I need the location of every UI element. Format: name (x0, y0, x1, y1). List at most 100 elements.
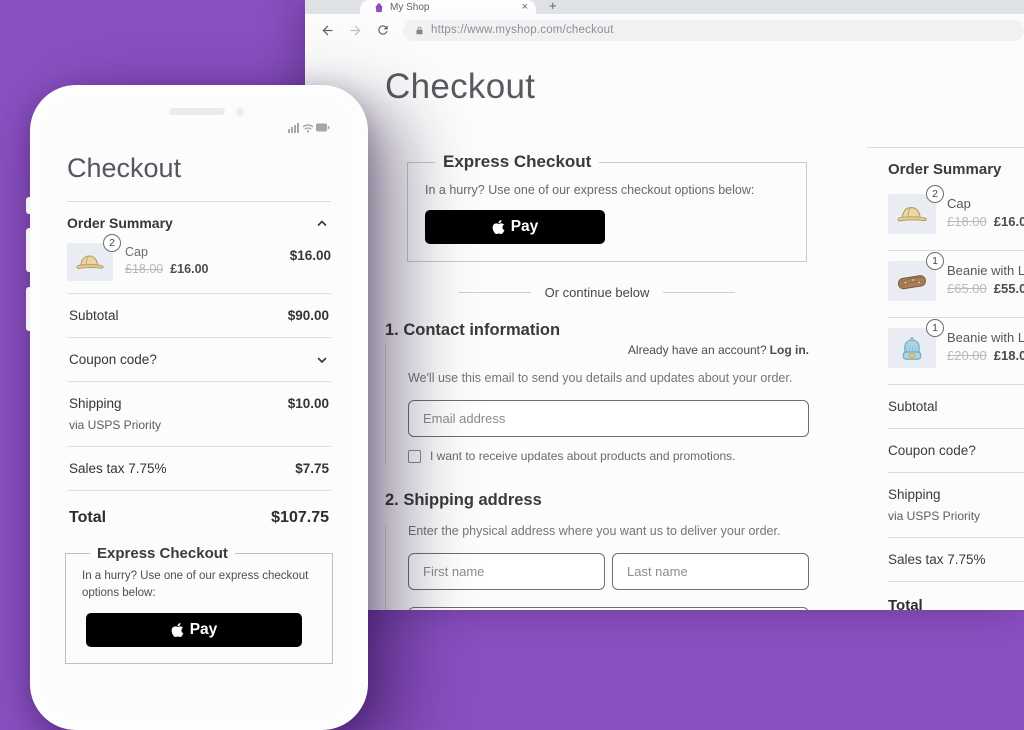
newsletter-row: I want to receive updates about products… (408, 449, 809, 463)
quantity-badge: 2 (926, 185, 944, 203)
phone-subtotal-row: Subtotal $90.00 (67, 294, 331, 338)
signal-icon (288, 123, 299, 133)
phone-order-summary-header[interactable]: Order Summary (67, 202, 331, 236)
phone-mockup: Checkout Order Summary 2 Cap £18.00 £16.0… (26, 85, 368, 730)
phone-order-item-cap: 2 Cap £18.00 £16.00 $16.00 (67, 234, 331, 294)
battery-icon (316, 123, 330, 132)
back-icon[interactable] (320, 23, 335, 38)
contact-section: Already have an account? Log in. We'll us… (385, 343, 809, 463)
phone-page-title: Checkout (67, 153, 182, 183)
chevron-up-icon (317, 220, 327, 226)
lock-icon (416, 26, 423, 34)
quantity-badge: 1 (926, 252, 944, 270)
order-summary-title: Order Summary (888, 161, 1002, 178)
phone-speaker (169, 108, 225, 115)
quantity-badge: 1 (926, 319, 944, 337)
express-checkout-hint: In a hurry? Use one of our express check… (425, 183, 755, 197)
item-old-price: £18.00 (125, 262, 164, 276)
shipping-section: Enter the physical address where you wan… (385, 524, 809, 610)
contact-heading: 1. Contact information (385, 321, 561, 339)
page-content: Checkout Express Checkout In a hurry? Us… (305, 46, 1024, 610)
item-price: £55.00 (993, 281, 1024, 296)
apple-pay-button[interactable]: Pay (86, 613, 302, 648)
item-price: £16.00 (170, 262, 209, 276)
quantity-badge: 2 (103, 234, 121, 252)
order-item-beanie-logo: 1 Beanie with Logo £65.00 £55.00 (888, 251, 1024, 318)
forward-icon[interactable] (348, 23, 363, 38)
divider (67, 201, 331, 202)
express-checkout-legend: Express Checkout (97, 545, 228, 562)
phone-volume-up-button (26, 228, 30, 272)
apple-pay-label: Pay (510, 218, 539, 235)
phone-express-checkout-panel: Express Checkout In a hurry? Use one of … (65, 545, 333, 665)
phone-screen: Checkout Order Summary 2 Cap £18.00 £16.0… (46, 101, 352, 714)
item-old-price: £65.00 (947, 281, 987, 296)
browser-toolbar: https://www.myshop.com/checkout (305, 14, 1024, 46)
newsletter-label: I want to receive updates about products… (430, 449, 736, 463)
phone-mute-button (26, 197, 30, 214)
order-item-cap: 2 Cap £18.00 £16.00 (888, 184, 1024, 251)
phone-volume-down-button (26, 287, 30, 331)
phone-status-bar (288, 122, 330, 133)
address-bar[interactable]: https://www.myshop.com/checkout (403, 19, 1024, 41)
item-old-price: £20.00 (947, 348, 987, 363)
shipping-hint: Enter the physical address where you wan… (408, 524, 781, 538)
continue-divider: Or continue below (385, 285, 809, 300)
tab-close-icon[interactable]: × (521, 1, 528, 13)
apple-icon (492, 220, 505, 234)
apple-pay-button[interactable]: Pay (425, 210, 605, 244)
tab-title: My Shop (390, 2, 430, 13)
shipping-method: via USPS Priority (888, 509, 981, 523)
refresh-icon[interactable] (376, 23, 390, 37)
new-tab-icon[interactable]: + (549, 0, 557, 13)
browser-tab-strip: My Shop × + (305, 0, 1024, 14)
item-line-total: $16.00 (289, 248, 331, 263)
total-row: Total (888, 597, 923, 610)
express-checkout-hint: In a hurry? Use one of our express check… (82, 570, 309, 599)
subtotal-row: Subtotal (888, 385, 1024, 429)
shipping-value: $10.00 (287, 396, 329, 411)
shipping-heading: 2. Shipping address (385, 491, 542, 509)
beanie-logo-image: 1 (888, 252, 944, 301)
phone-total-row: Total $107.75 (69, 509, 329, 526)
wifi-icon (302, 124, 314, 130)
tax-row: Sales tax 7.75% (888, 538, 1024, 582)
account-prompt: Already have an account? Log in. (627, 343, 809, 357)
newsletter-checkbox[interactable] (408, 449, 421, 463)
email-field[interactable] (408, 400, 809, 437)
cap-image: 2 (67, 234, 121, 281)
browser-tab-my-shop[interactable]: My Shop × (360, 0, 536, 14)
order-item-beanie-blue: 1 Beanie with Logo £20.00 £18.00 (888, 318, 1024, 385)
login-link[interactable]: Log in. (769, 343, 809, 357)
item-name: Beanie with Logo (947, 330, 1024, 345)
first-name-field[interactable] (408, 553, 605, 590)
shipping-row: Shipping via USPS Priority (888, 473, 1024, 538)
contact-hint: We'll use this email to send you details… (408, 371, 793, 385)
phone-camera (236, 108, 244, 116)
shipping-method: via USPS Priority (69, 418, 162, 432)
item-name: Cap (125, 245, 148, 259)
apple-icon (171, 623, 184, 638)
item-old-price: £18.00 (947, 214, 987, 229)
item-name: Beanie with Logo (947, 263, 1024, 278)
url-text: https://www.myshop.com/checkout (431, 24, 614, 36)
order-summary-sidebar: Order Summary 2 Cap £18.00 £16.00 1 (867, 147, 1024, 610)
item-name: Cap (947, 196, 971, 211)
page-title: Checkout (385, 67, 536, 106)
item-price: £16.00 (993, 214, 1024, 229)
phone-shipping-row: Shipping $10.00 via USPS Priority (67, 382, 331, 447)
express-checkout-legend: Express Checkout (443, 152, 592, 171)
chevron-down-icon (317, 357, 327, 363)
apple-pay-label: Pay (189, 621, 218, 639)
last-name-field[interactable] (612, 553, 809, 590)
tax-value: $7.75 (295, 461, 329, 476)
shop-favicon-icon (375, 3, 383, 13)
subtotal-value: $90.00 (287, 308, 329, 323)
phone-tax-row: Sales tax 7.75% $7.75 (67, 447, 331, 491)
item-price: £18.00 (993, 348, 1024, 363)
cap-image: 2 (888, 185, 944, 234)
total-value: $107.75 (271, 509, 329, 526)
browser-window: My Shop × + https://www.myshop.com/check… (305, 0, 1024, 610)
phone-coupon-row[interactable]: Coupon code? (67, 338, 331, 382)
coupon-row[interactable]: Coupon code? (888, 429, 1024, 473)
